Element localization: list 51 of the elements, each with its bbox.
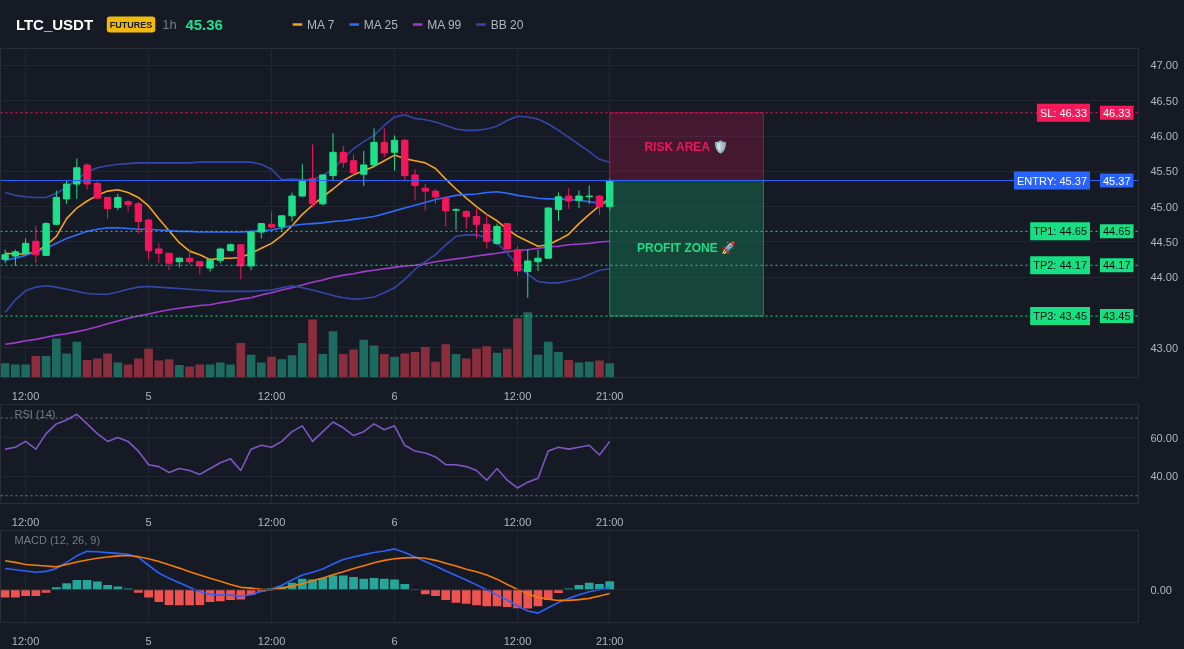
- x-tick-label: 6: [391, 515, 398, 528]
- annotation: ENTRY: 45.37: [1016, 174, 1088, 187]
- x-tick-label: 5: [145, 515, 152, 528]
- x-tick-label: 12:00: [257, 515, 286, 528]
- legend-label: MA 99: [427, 17, 462, 32]
- y-tick-label: 43.00: [1150, 341, 1179, 354]
- y-tick-label: 46.50: [1150, 94, 1179, 107]
- legend-label: BB 20: [490, 17, 524, 32]
- ref-line-label: 45.37: [1102, 174, 1131, 187]
- chart-title: LTC_USDT: [15, 16, 94, 33]
- x-tick-label: 12:00: [11, 634, 40, 647]
- chart-title: RSI (14): [14, 407, 56, 420]
- x-tick-label: 21:00: [595, 634, 624, 647]
- annotation: TP2: 44.17: [1033, 259, 1088, 272]
- ref-line-label: 44.65: [1102, 225, 1131, 238]
- text: 45.36: [185, 15, 223, 33]
- y-tick-label: 44.00: [1150, 271, 1179, 284]
- legend-label: MA 25: [363, 17, 399, 32]
- x-tick-label: 12:00: [11, 389, 40, 402]
- ref-line-label: 46.33: [1102, 106, 1131, 119]
- y-tick-label: 40.00: [1150, 470, 1179, 483]
- y-tick-label: 46.00: [1150, 130, 1179, 143]
- ref-line-label: 43.45: [1102, 310, 1131, 323]
- x-tick-label: 12:00: [503, 515, 532, 528]
- chart-title: MACD (12, 26, 9): [14, 533, 101, 546]
- ref-line-label: 0.00: [1150, 583, 1172, 596]
- x-tick-label: 6: [391, 634, 398, 647]
- y-tick-label: 45.50: [1150, 165, 1179, 178]
- x-tick-label: 21:00: [595, 389, 624, 402]
- text: FUTURES: [109, 19, 153, 30]
- x-tick-label: 12:00: [11, 515, 40, 528]
- y-tick-label: 60.00: [1150, 431, 1179, 444]
- annotation: SL: 46.33: [1039, 106, 1087, 119]
- annotation: TP3: 43.45: [1033, 310, 1088, 323]
- x-tick-label: 6: [391, 389, 398, 402]
- ref-line-label: 44.17: [1102, 259, 1131, 272]
- band-label: RISK AREA 🛡: [644, 139, 728, 154]
- x-tick-label: 21:00: [595, 515, 624, 528]
- y-tick-label: 44.50: [1150, 235, 1179, 248]
- x-tick-label: 12:00: [257, 634, 286, 647]
- x-tick-label: 5: [145, 634, 152, 647]
- annotation: TP1: 44.65: [1033, 225, 1088, 238]
- y-tick-label: 47.00: [1150, 59, 1179, 72]
- y-tick-label: 45.00: [1150, 200, 1179, 213]
- x-tick-label: 5: [145, 389, 152, 402]
- band-label: PROFIT ZONE 🚀: [637, 241, 737, 256]
- x-tick-label: 12:00: [503, 634, 532, 647]
- x-tick-label: 12:00: [257, 389, 286, 402]
- legend-label: MA 7: [307, 17, 335, 32]
- text: 1h: [162, 17, 177, 32]
- x-tick-label: 12:00: [503, 389, 532, 402]
